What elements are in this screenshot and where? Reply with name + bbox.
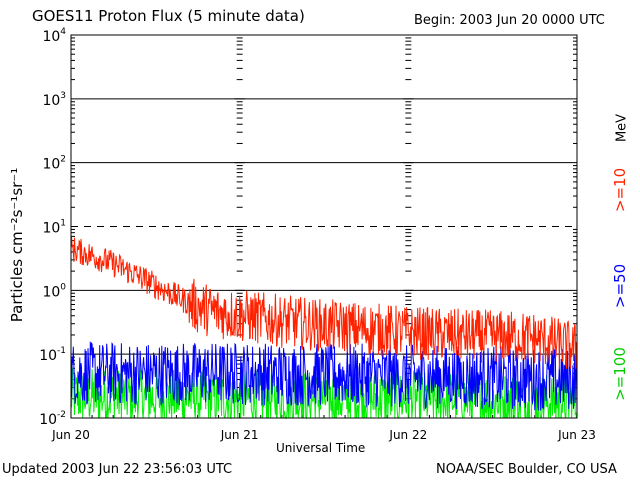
plot-frame: [70, 34, 578, 419]
series-line-ge10: [70, 237, 578, 370]
y-tick-label: 10-2: [39, 410, 66, 428]
y-tick-label: 102: [42, 155, 66, 173]
updated-timestamp: Updated 2003 Jun 22 23:56:03 UTC: [2, 462, 233, 477]
y-axis-label: Particles cm⁻²s⁻¹sr⁻¹: [8, 167, 26, 323]
x-tick-label: Jun 21: [220, 428, 259, 442]
y-tick-label: 103: [42, 91, 66, 109]
chart-title: GOES11 Proton Flux (5 minute data): [32, 7, 305, 25]
x-axis-label: Universal Time: [276, 441, 366, 455]
credit-text: NOAA/SEC Boulder, CO USA: [436, 462, 617, 477]
begin-time: Begin: 2003 Jun 20 0000 UTC: [414, 13, 605, 28]
y-tick-label: 10-1: [39, 346, 66, 364]
legend-ge100: >=100: [611, 347, 629, 401]
y-tick-label: 104: [42, 27, 66, 45]
x-tick-label: Jun 22: [388, 428, 427, 442]
x-tick-label: Jun 20: [51, 428, 90, 442]
series-line-ge50: [70, 341, 578, 411]
y-tick-label: 100: [42, 282, 66, 300]
x-tick-label: Jun 23: [557, 428, 596, 442]
legend-ge50: >=50: [611, 263, 629, 309]
y-tick-label: 101: [42, 219, 66, 237]
units-label-mev: MeV: [614, 113, 630, 143]
legend-ge10: >=10: [611, 167, 629, 213]
